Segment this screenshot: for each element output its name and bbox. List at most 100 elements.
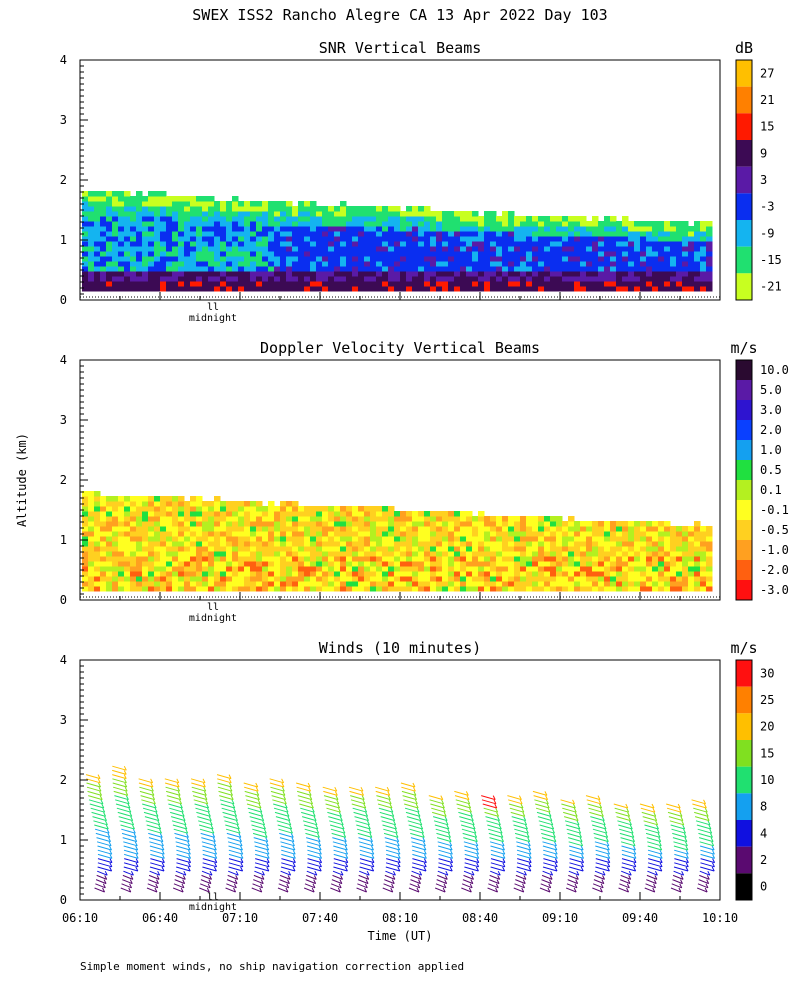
wind-barb-flag bbox=[397, 845, 401, 851]
heat-cell bbox=[244, 216, 251, 222]
heat-cell bbox=[418, 576, 425, 582]
heat-cell bbox=[214, 561, 221, 567]
wind-barb bbox=[613, 803, 628, 809]
heat-cell bbox=[184, 571, 191, 577]
heat-cell bbox=[106, 511, 113, 517]
heat-cell bbox=[172, 261, 179, 267]
heat-cell bbox=[460, 211, 467, 217]
heat-cell bbox=[358, 246, 365, 252]
wind-barb bbox=[699, 841, 714, 847]
heat-cell bbox=[418, 516, 425, 522]
wind-barb bbox=[202, 858, 217, 864]
heat-cell bbox=[82, 221, 89, 227]
heat-cell bbox=[664, 286, 671, 292]
heat-cell bbox=[202, 556, 209, 562]
heat-cell bbox=[676, 546, 683, 552]
heat-cell bbox=[304, 256, 311, 262]
wind-barb-flag bbox=[627, 812, 631, 817]
heat-cell bbox=[286, 536, 293, 542]
heat-cell bbox=[274, 286, 281, 292]
heat-cell bbox=[658, 571, 665, 577]
heat-cell bbox=[658, 221, 665, 227]
wind-barb-flag bbox=[339, 879, 343, 884]
wind-barb-flag bbox=[176, 782, 180, 788]
heat-cell bbox=[388, 256, 395, 262]
heat-cell bbox=[100, 516, 107, 522]
heat-cell bbox=[610, 256, 617, 262]
heat-cell bbox=[124, 551, 131, 557]
wind-barb bbox=[693, 807, 708, 813]
wind-barb bbox=[147, 828, 162, 834]
heat-cell bbox=[364, 536, 371, 542]
heat-cell bbox=[328, 261, 335, 267]
heat-cell bbox=[256, 531, 263, 537]
heat-cell bbox=[208, 581, 215, 587]
wind-barb-flag bbox=[289, 824, 293, 830]
wind-barb bbox=[333, 858, 348, 864]
heat-cell bbox=[136, 496, 143, 502]
wind-barb-flag bbox=[360, 786, 364, 792]
heat-cell bbox=[526, 236, 533, 242]
heat-cell bbox=[622, 526, 629, 532]
heat-cell bbox=[358, 521, 365, 527]
heat-cell bbox=[268, 236, 275, 242]
heat-cell bbox=[178, 271, 185, 277]
heat-cell bbox=[232, 256, 239, 262]
heat-cell bbox=[400, 276, 407, 282]
wind-barb-flag bbox=[494, 803, 498, 809]
wind-barb-flag bbox=[283, 799, 287, 805]
wind-barb-flag bbox=[364, 887, 368, 893]
heat-cell bbox=[538, 231, 545, 237]
heat-cell bbox=[274, 231, 281, 237]
heat-cell bbox=[310, 566, 317, 572]
wind-barb-flag bbox=[284, 803, 288, 809]
heat-cell bbox=[244, 281, 251, 287]
heat-cell bbox=[100, 551, 107, 557]
heat-cell bbox=[574, 556, 581, 562]
heat-cell bbox=[268, 586, 275, 592]
heat-cell bbox=[280, 276, 287, 282]
heat-cell bbox=[124, 211, 131, 217]
heat-cell bbox=[262, 511, 269, 517]
wind-barb bbox=[352, 807, 367, 813]
heat-cell bbox=[526, 266, 533, 272]
heat-cell bbox=[394, 251, 401, 257]
heat-cell bbox=[592, 586, 599, 592]
heat-cell bbox=[316, 576, 323, 582]
heat-cell bbox=[166, 241, 173, 247]
heat-cell bbox=[682, 281, 689, 287]
wind-barb-flag bbox=[240, 854, 244, 859]
heat-cell bbox=[304, 566, 311, 572]
heat-cell bbox=[322, 526, 329, 532]
heat-cell bbox=[340, 536, 347, 542]
wind-barb-flag bbox=[445, 870, 449, 876]
heat-cell bbox=[364, 566, 371, 572]
heat-cell bbox=[466, 221, 473, 227]
heat-cell bbox=[154, 271, 161, 277]
wind-barb-flag bbox=[528, 845, 532, 851]
heat-cell bbox=[334, 536, 341, 542]
heat-cell bbox=[574, 526, 581, 532]
wind-barb bbox=[698, 837, 714, 843]
wind-barb-flag bbox=[108, 837, 111, 842]
wind-barb bbox=[383, 828, 398, 834]
heat-cell bbox=[124, 576, 131, 582]
heat-cell bbox=[202, 236, 209, 242]
wind-barb bbox=[330, 883, 342, 889]
wind-barb bbox=[381, 820, 396, 826]
heat-cell bbox=[676, 241, 683, 247]
heat-cell bbox=[154, 531, 161, 537]
heat-cell bbox=[250, 506, 257, 512]
heat-cell bbox=[274, 576, 281, 582]
wind-barb-flag bbox=[292, 862, 296, 868]
wind-barb bbox=[250, 820, 265, 826]
heat-cell bbox=[664, 551, 671, 557]
wind-barb-flag bbox=[630, 828, 634, 834]
heat-cell bbox=[274, 216, 281, 222]
wind-barb-flag bbox=[685, 854, 689, 859]
wind-barb bbox=[281, 853, 296, 859]
heat-cell bbox=[376, 211, 383, 217]
heat-cell bbox=[196, 556, 203, 562]
heat-cell bbox=[640, 541, 647, 547]
heat-cell bbox=[94, 556, 101, 562]
